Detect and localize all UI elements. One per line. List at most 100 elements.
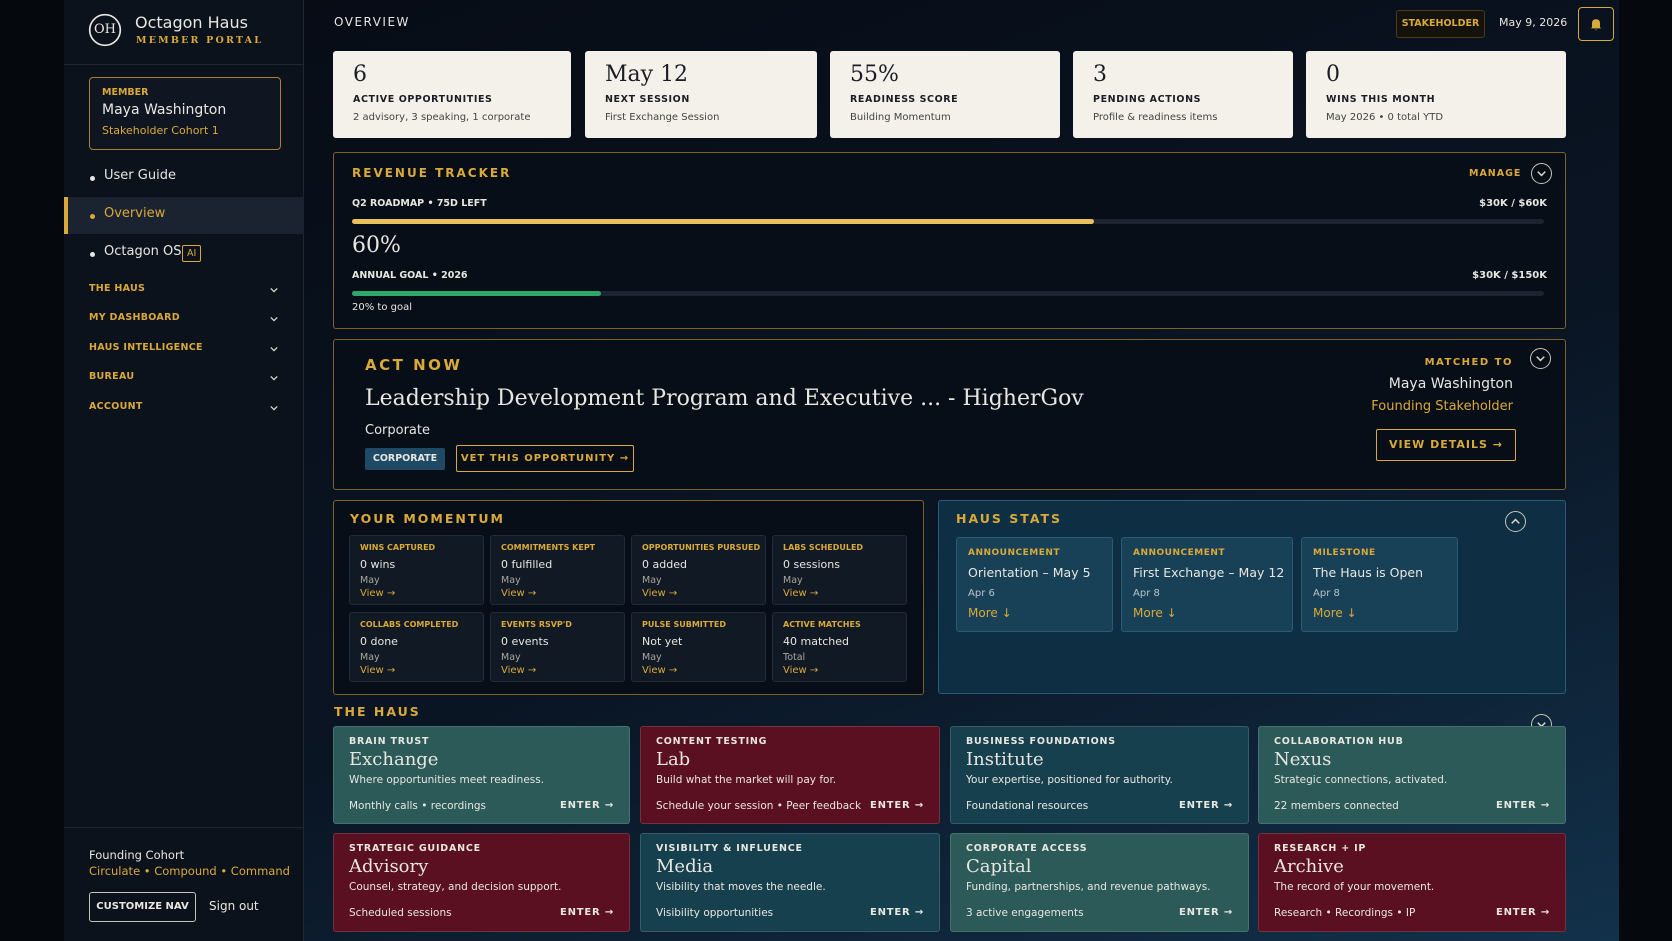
tile-period: May bbox=[501, 652, 521, 663]
collapse-toggle[interactable] bbox=[1530, 348, 1551, 369]
card-desc: Your expertise, positioned for authority… bbox=[966, 774, 1173, 786]
card-desc: Counsel, strategy, and decision support. bbox=[349, 881, 562, 893]
tile-link[interactable]: View → bbox=[501, 588, 537, 599]
haus-card[interactable]: CONTENT TESTING Lab Build what the market … bbox=[640, 726, 940, 824]
tile-link[interactable]: View → bbox=[501, 665, 537, 676]
matched-name: Maya Washington bbox=[1388, 376, 1513, 392]
stat-detail: May 2026 • 0 total YTD bbox=[1326, 112, 1444, 123]
tile-value: Not yet bbox=[642, 635, 683, 648]
member-label: MEMBER bbox=[102, 87, 149, 98]
card-name: Lab bbox=[656, 749, 691, 770]
nav-section[interactable]: HAUS INTELLIGENCE bbox=[89, 341, 203, 353]
card-desc: Strategic connections, activated. bbox=[1274, 774, 1448, 786]
stat-value: 55% bbox=[850, 62, 899, 87]
card-eyebrow: STRATEGIC GUIDANCE bbox=[349, 843, 481, 854]
more-link[interactable]: More ↓ bbox=[1313, 606, 1357, 620]
momentum-tile: EVENTS RSVP'D 0 events May View → bbox=[490, 612, 625, 682]
progress-percent: 60% bbox=[352, 233, 401, 258]
tile-link[interactable]: View → bbox=[360, 665, 396, 676]
logo-monogram: OH bbox=[94, 22, 116, 37]
view-details-button[interactable]: VIEW DETAILS → bbox=[1376, 429, 1516, 461]
announcement-kind: ANNOUNCEMENT bbox=[968, 548, 1061, 558]
tile-period: May bbox=[360, 575, 380, 586]
sign-out-link[interactable]: Sign out bbox=[209, 899, 259, 913]
haus-card[interactable]: BUSINESS FOUNDATIONS Institute Your expert… bbox=[950, 726, 1249, 824]
section-chevron-svg bbox=[270, 376, 278, 381]
nav-section[interactable]: MY DASHBOARD bbox=[89, 312, 180, 324]
divider bbox=[64, 64, 304, 65]
haus-card[interactable]: CORPORATE ACCESS Capital Funding, partners… bbox=[950, 833, 1249, 932]
nav-bullet bbox=[90, 176, 95, 181]
header-date: May 9, 2026 bbox=[1499, 16, 1568, 29]
haus-card[interactable]: STRATEGIC GUIDANCE Advisory Counsel, strat… bbox=[333, 833, 630, 932]
enter-link[interactable]: ENTER → bbox=[1178, 907, 1233, 918]
stat-card: 0 WINS THIS MONTH May 2026 • 0 total YTD bbox=[1306, 51, 1566, 138]
notification-bell[interactable] bbox=[1578, 7, 1614, 41]
page-title: OVERVIEW bbox=[334, 15, 410, 29]
progress-track bbox=[352, 291, 1544, 296]
tile-link[interactable]: View → bbox=[783, 588, 819, 599]
divider bbox=[64, 827, 304, 828]
tile-value: 0 events bbox=[501, 635, 549, 648]
card-desc: Where opportunities meet readiness. bbox=[349, 774, 545, 786]
brand-title: Octagon Haus bbox=[135, 13, 248, 32]
manage-link[interactable]: MANAGE bbox=[1469, 168, 1522, 179]
card-eyebrow: BUSINESS FOUNDATIONS bbox=[966, 736, 1116, 747]
enter-link[interactable]: ENTER → bbox=[1178, 800, 1233, 811]
nav-bullet bbox=[90, 252, 95, 257]
tile-value: 40 matched bbox=[783, 635, 850, 648]
announcement-date: Apr 6 bbox=[968, 588, 995, 599]
haus-card[interactable]: VISIBILITY & INFLUENCE Media Visibility th… bbox=[640, 833, 940, 932]
progress-amount: $30K / $150K bbox=[1472, 270, 1547, 281]
card-meta: Scheduled sessions bbox=[349, 907, 452, 919]
opportunity-category: Corporate bbox=[365, 423, 430, 438]
nav-link[interactable]: Overview bbox=[104, 206, 166, 221]
section-chevron-svg bbox=[270, 346, 278, 352]
tile-link[interactable]: View → bbox=[642, 665, 678, 676]
nav-section[interactable]: THE HAUS bbox=[89, 283, 146, 294]
section-chevron bbox=[266, 341, 282, 357]
enter-link[interactable]: ENTER → bbox=[1495, 800, 1550, 811]
section-title: ACT NOW bbox=[365, 356, 463, 374]
haus-card[interactable]: COLLABORATION HUB Nexus Strategic connecti… bbox=[1258, 726, 1566, 824]
tile-link[interactable]: View → bbox=[642, 588, 678, 599]
stat-label: PENDING ACTIONS bbox=[1093, 94, 1202, 105]
tile-label: PULSE SUBMITTED bbox=[642, 620, 726, 629]
card-desc: Visibility that moves the needle. bbox=[656, 881, 826, 893]
collapse-toggle[interactable] bbox=[1505, 511, 1526, 532]
stat-card: 6 ACTIVE OPPORTUNITIES 2 advisory, 3 speak… bbox=[333, 51, 571, 138]
tile-period: May bbox=[501, 575, 521, 586]
nav-section[interactable]: ACCOUNT bbox=[89, 400, 143, 412]
section-title: THE HAUS bbox=[334, 704, 421, 719]
tile-period: May bbox=[642, 652, 662, 663]
enter-link[interactable]: ENTER → bbox=[869, 800, 924, 811]
revenue-tracker: REVENUE TRACKER MANAGE Q2 ROADMAP • 75D LE… bbox=[333, 152, 1566, 329]
tile-label: EVENTS RSVP'D bbox=[501, 620, 572, 629]
sidebar bbox=[64, 0, 304, 941]
customize-nav-button[interactable]: CUSTOMIZE NAV bbox=[89, 892, 196, 922]
momentum-tile: PULSE SUBMITTED Not yet May View → bbox=[631, 612, 766, 682]
tile-period: May bbox=[642, 575, 662, 586]
more-link[interactable]: More ↓ bbox=[968, 606, 1012, 620]
haus-card[interactable]: BRAIN TRUST Exchange Where opportunities m… bbox=[333, 726, 630, 824]
vet-opportunity-button[interactable]: VET THIS OPPORTUNITY → bbox=[456, 445, 634, 472]
tile-label: COLLABS COMPLETED bbox=[360, 620, 459, 629]
card-desc: Build what the market will pay for. bbox=[656, 774, 837, 786]
enter-link[interactable]: ENTER → bbox=[559, 907, 614, 918]
nav-link[interactable]: Octagon OS bbox=[104, 244, 182, 259]
nav-section[interactable]: BUREAU bbox=[89, 371, 135, 383]
card-meta: 3 active engagements bbox=[966, 907, 1084, 919]
haus-card[interactable]: RESEARCH + IP Archive The record of your m… bbox=[1258, 833, 1566, 932]
collapse-toggle-svg bbox=[1511, 518, 1520, 524]
tile-link[interactable]: View → bbox=[360, 588, 396, 599]
matched-role: Founding Stakeholder bbox=[1371, 399, 1513, 414]
section-title: REVENUE TRACKER bbox=[352, 166, 512, 180]
nav-link[interactable]: User Guide bbox=[104, 168, 176, 183]
enter-link[interactable]: ENTER → bbox=[869, 907, 924, 918]
enter-link[interactable]: ENTER → bbox=[1495, 907, 1550, 918]
collapse-toggle[interactable] bbox=[1531, 163, 1552, 184]
progress-fill bbox=[352, 291, 601, 296]
more-link[interactable]: More ↓ bbox=[1133, 606, 1177, 620]
enter-link[interactable]: ENTER → bbox=[559, 800, 614, 811]
tile-link[interactable]: View → bbox=[783, 665, 819, 676]
